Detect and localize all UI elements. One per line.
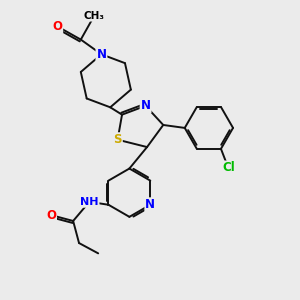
Text: N: N — [96, 48, 106, 61]
Text: CH₃: CH₃ — [84, 11, 105, 21]
Text: N: N — [145, 198, 155, 211]
Text: O: O — [46, 208, 56, 222]
Text: NH: NH — [80, 197, 99, 207]
Text: Cl: Cl — [222, 161, 235, 175]
Text: S: S — [113, 133, 122, 146]
Text: N: N — [141, 99, 151, 112]
Text: O: O — [52, 20, 62, 33]
